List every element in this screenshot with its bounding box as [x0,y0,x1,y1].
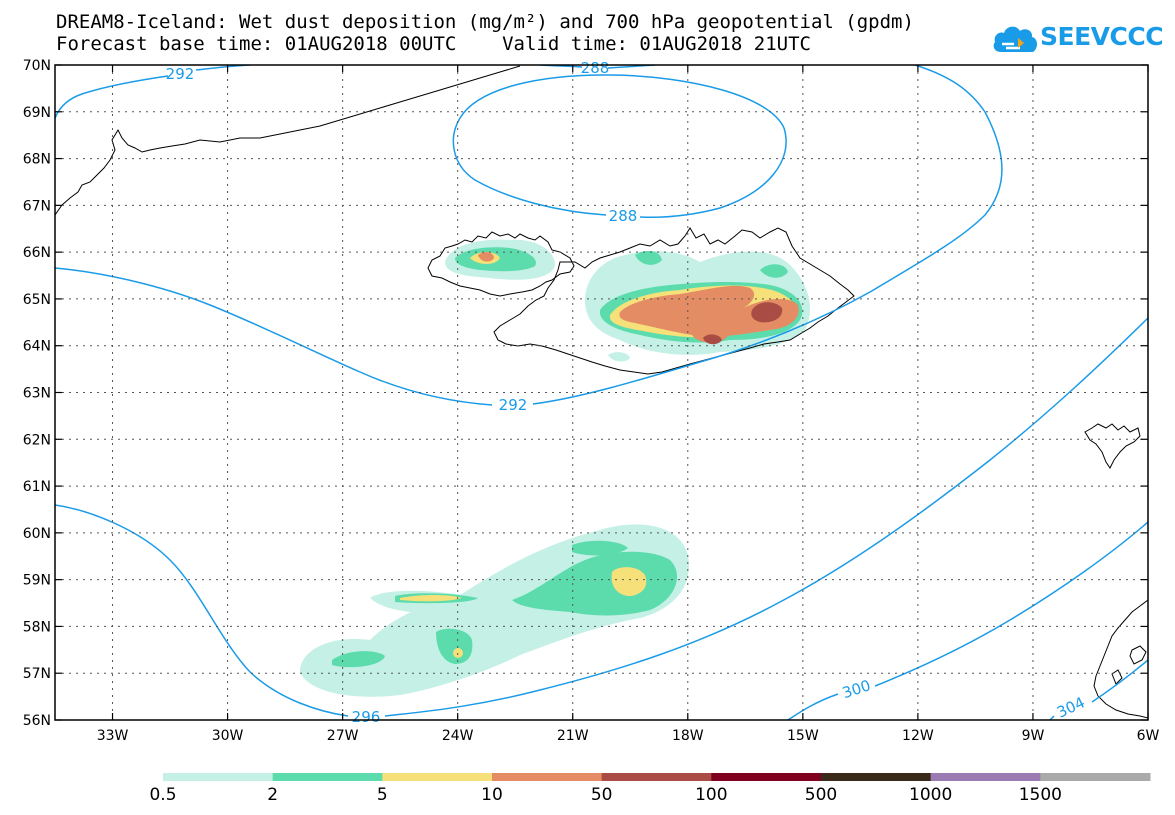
lon-label: 24W [442,728,474,744]
axis-ticks [55,64,1149,721]
contour-292-north [55,65,251,119]
latitude-labels: 56N 57N 58N 59N 60N 61N 62N 63N 64N 65N 66N 67N 68N 6… [23,58,51,729]
legend-swatch [272,773,383,781]
lat-label: 68N [23,152,51,168]
contour-label: 288 [581,59,610,77]
lat-label: 58N [23,619,51,635]
dust-area-dark-red [703,334,722,345]
contour-292-main [55,65,1003,406]
contour-label: 300 [840,676,873,702]
contour-300 [787,521,1148,720]
lat-label: 63N [23,386,51,402]
legend-swatch [601,773,712,781]
geopotential-contours [55,65,1148,720]
dust-area-dark-red [751,302,783,323]
dust-area-medium [436,628,473,664]
lat-label: 65N [23,292,51,308]
dust-area-medium [572,540,628,556]
lat-label: 60N [23,526,51,542]
coastline-faroe-islands [1084,423,1141,469]
legend-label: 10 [481,785,503,805]
coastline-iceland-westfjords [427,231,575,297]
lat-label: 70N [23,58,51,74]
lat-label: 59N [23,573,51,589]
legend-label: 2 [267,785,279,805]
contour-label: 296 [352,708,381,726]
longitude-labels: 33W 30W 27W 24W 21W 18W 15W 12W 9W 6W [97,728,1160,744]
lon-label: 12W [902,728,934,744]
lon-label: 21W [557,728,589,744]
legend-label: 100 [695,785,728,805]
coastlines [55,65,1148,719]
dust-area-medium [760,264,788,278]
legend-color-bar [163,773,1151,781]
legend-swatch [1040,773,1151,781]
legend-swatch [382,773,493,781]
dust-deposition-field [300,239,810,697]
contour-label: 304 [1054,693,1088,721]
seevccc-logo: SEEVCCC [992,22,1164,56]
dust-area-orange [478,252,494,262]
legend-swatch [163,773,274,781]
legend-swatch [711,773,822,781]
coastline-scotland [1093,599,1148,719]
dust-area-orange [689,318,732,343]
dust-area-medium [332,651,385,668]
coastline-scotland-islands [1111,645,1147,685]
contour-label: 292 [166,65,195,83]
legend-label: 50 [590,785,613,805]
lat-label: 56N [23,713,51,729]
cloud-icon [993,26,1038,52]
lat-label: 66N [23,245,51,261]
map-subtitle: Forecast base time: 01AUG2018 00UTC Vali… [56,33,811,55]
lat-label: 67N [23,198,51,214]
legend-swatch [821,773,932,781]
coastline-iceland-main [493,227,855,375]
legend-label: 1000 [909,785,953,805]
dust-area-medium [512,551,678,616]
legend-label: 5 [376,785,388,805]
lon-label: 27W [327,728,359,744]
legend-swatch [492,773,603,781]
contour-labels: 292 288 288 292 296 300 304 [166,59,1088,726]
graticule [55,65,1148,720]
lon-label: 18W [672,728,704,744]
lon-label: 9W [1022,728,1045,744]
contour-296 [55,317,1148,717]
logo-text: SEEVCCC [1040,22,1164,51]
map-title: DREAM8-Iceland: Wet dust deposition (mg/… [56,11,914,33]
lon-label: 6W [1137,728,1160,744]
lat-label: 61N [23,479,51,495]
contour-label: 288 [609,207,638,225]
coastline-greenland [55,65,521,216]
dust-area-light [608,352,630,362]
lat-label: 57N [23,666,51,682]
legend-label: 1500 [1018,785,1062,805]
dust-area-yellow [400,595,462,602]
lon-label: 15W [787,728,819,744]
lat-label: 62N [23,432,51,448]
legend-label: 500 [804,785,838,805]
lon-label: 30W [212,728,244,744]
dust-area-yellow [611,567,647,596]
legend-label: 0.5 [149,785,177,805]
legend-swatch [930,773,1041,781]
lon-label: 33W [97,728,129,744]
contour-label: 292 [499,396,528,414]
lat-label: 64N [23,339,51,355]
dust-area-medium [635,250,662,265]
contour-288-loop [452,74,787,218]
lat-label: 69N [23,105,51,121]
